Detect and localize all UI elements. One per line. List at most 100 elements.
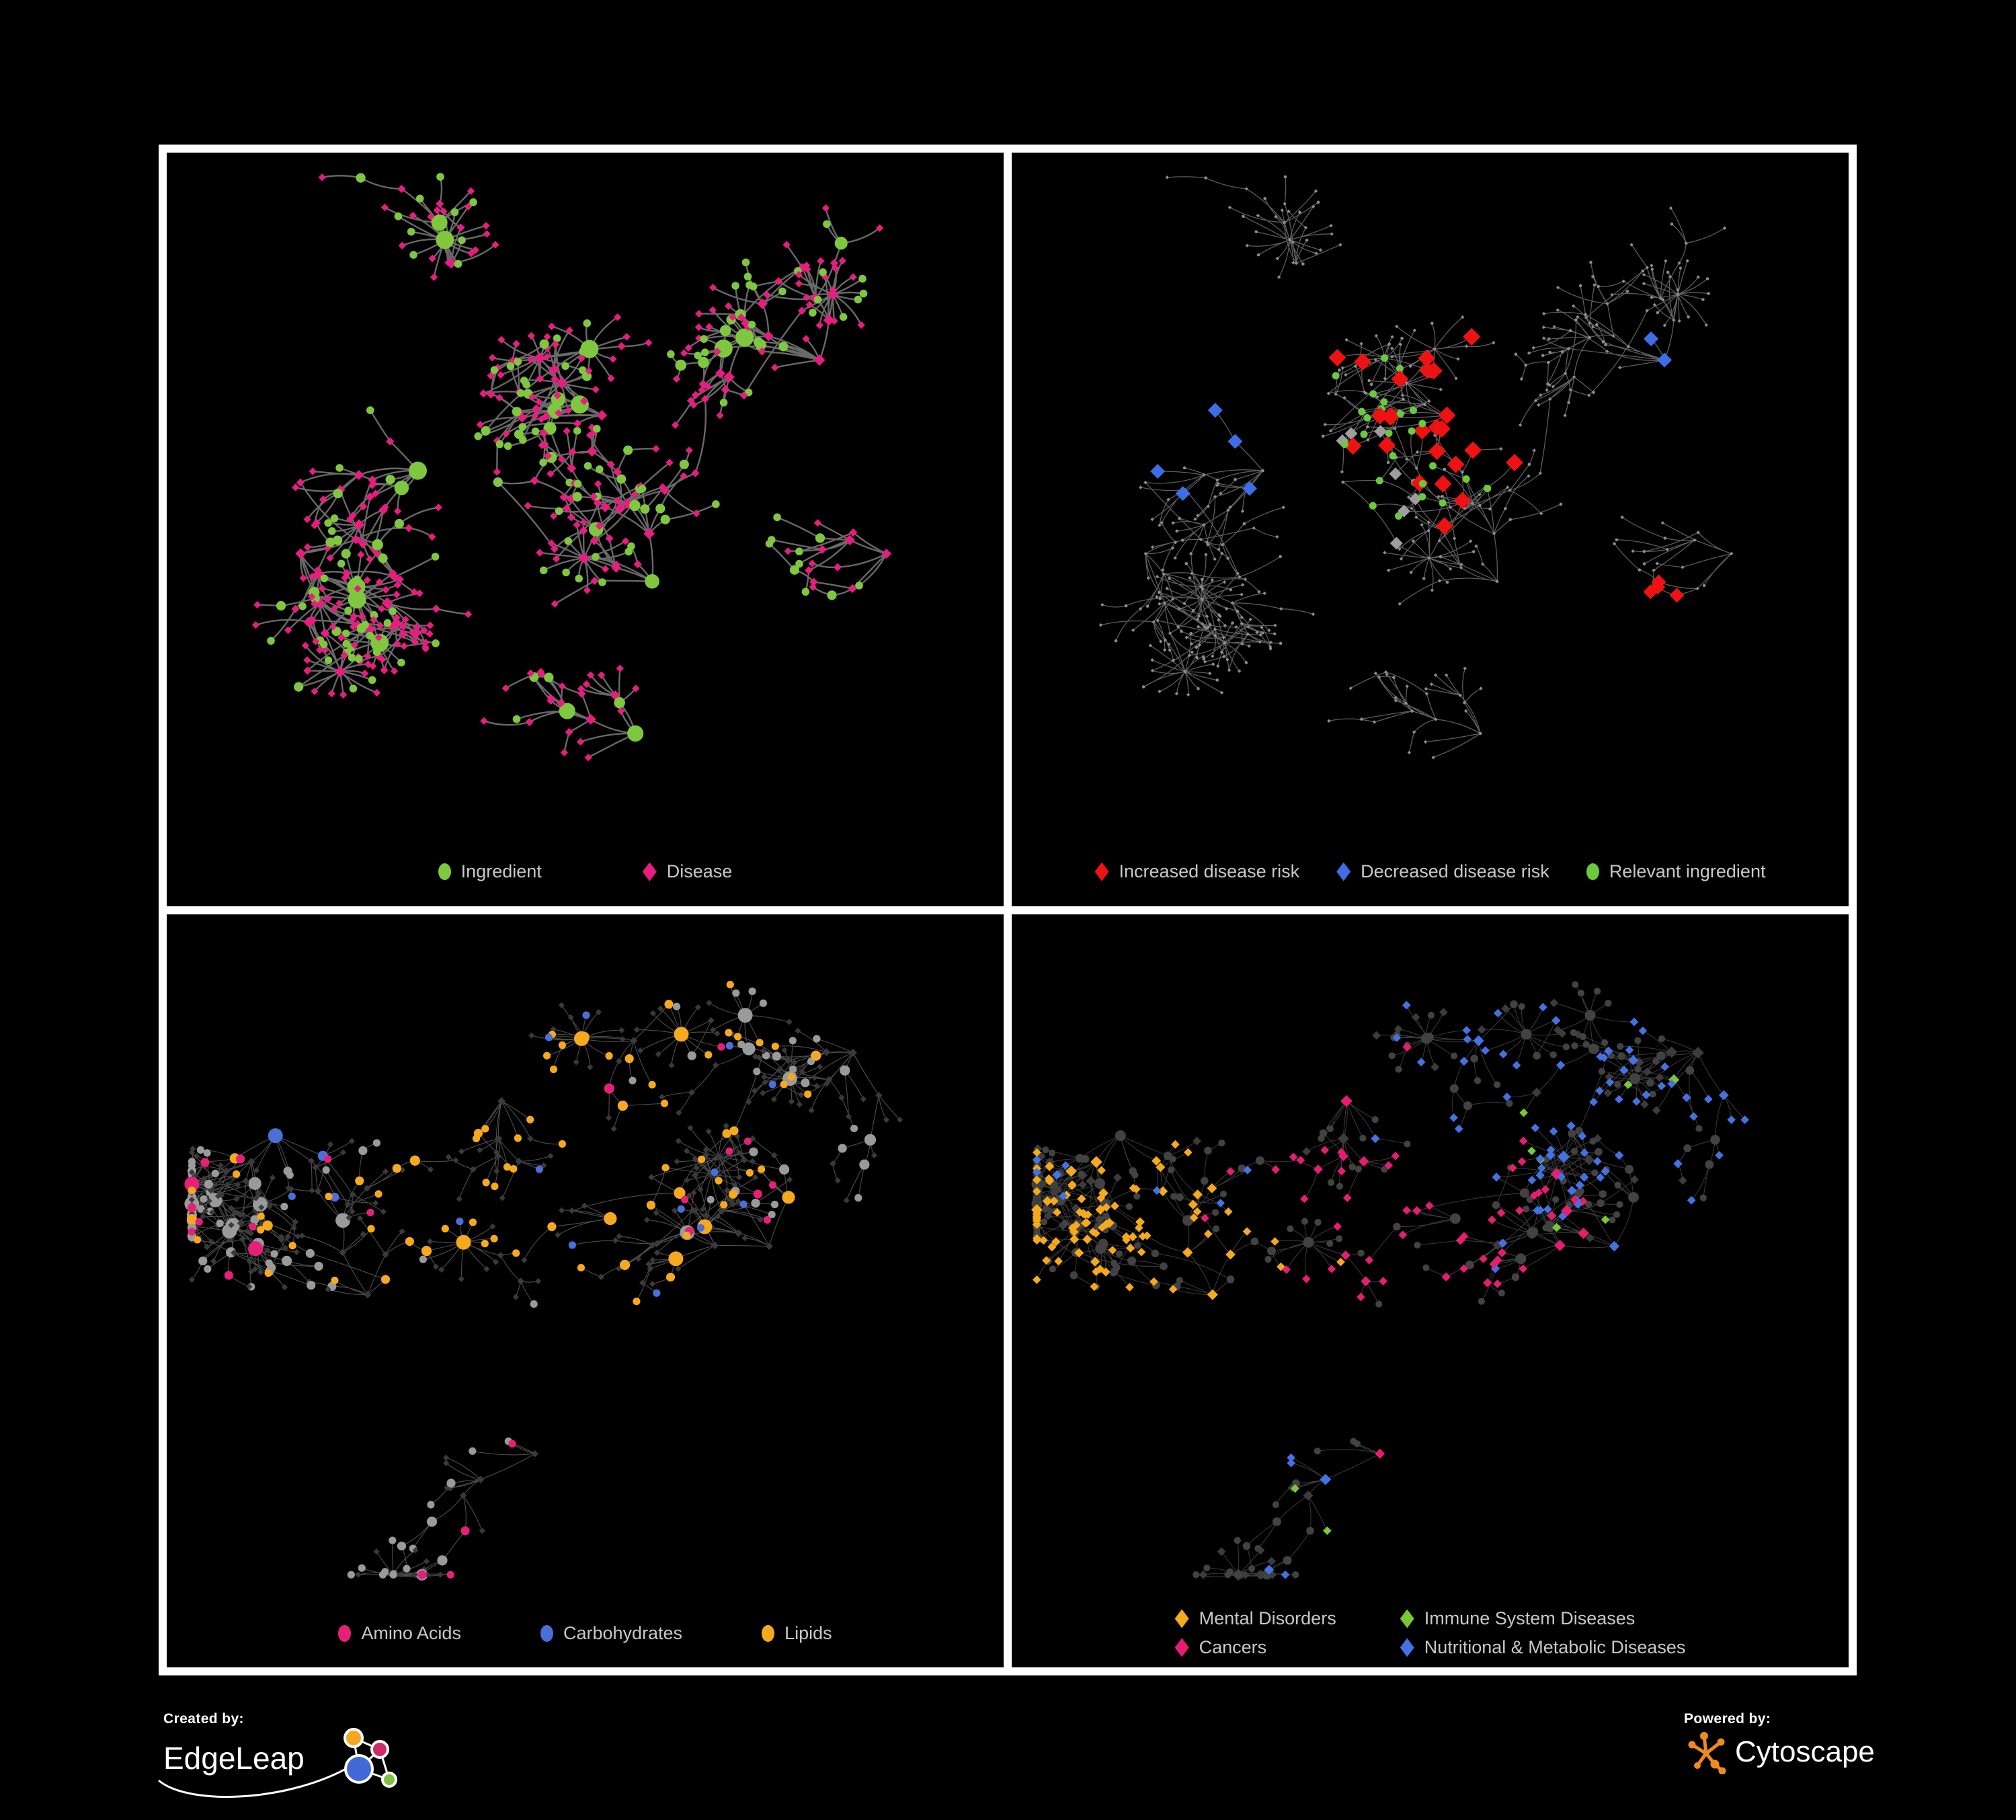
graph-node [1595, 323, 1599, 327]
graph-node [701, 348, 709, 356]
graph-node [1384, 1160, 1394, 1170]
graph-node [286, 1171, 294, 1179]
graph-node [211, 1169, 219, 1177]
graph-node [1431, 755, 1435, 760]
graph-node [1072, 1220, 1081, 1229]
graph-node [1392, 1033, 1402, 1042]
graph-node [859, 1158, 870, 1170]
graph-node [675, 1265, 682, 1272]
graph-node [204, 1243, 210, 1250]
graph-node [1541, 354, 1545, 358]
graph-node [1492, 1172, 1501, 1182]
graph-node [1375, 1448, 1385, 1459]
graph-node [1283, 175, 1287, 179]
graph-node [1595, 1086, 1604, 1095]
graph-node [1303, 225, 1308, 230]
graph-node [526, 1115, 534, 1123]
graph-node [1240, 592, 1244, 596]
graph-node [658, 483, 667, 491]
graph-node [413, 629, 421, 637]
graph-node [555, 507, 563, 515]
graph-node [563, 427, 571, 435]
powered-by-label: Powered by: [1684, 1711, 1771, 1727]
graph-node [1556, 1060, 1566, 1070]
graph-node [604, 1082, 614, 1094]
graph-node [1398, 602, 1402, 606]
graph-node [303, 515, 311, 524]
graph-node [1412, 539, 1415, 543]
graph-node [1567, 401, 1570, 405]
graph-node [294, 1232, 301, 1240]
graph-node [520, 377, 528, 385]
graph-node [1217, 547, 1221, 551]
graph-node [258, 1203, 265, 1210]
graph-node [421, 645, 430, 653]
graph-node [1687, 315, 1690, 319]
graph-node [823, 1080, 830, 1087]
graph-node [809, 309, 817, 317]
legend-label: Relevant ingredient [1609, 861, 1766, 881]
graph-node [743, 272, 752, 281]
graph-node [1409, 492, 1422, 506]
graph-node [1386, 461, 1390, 465]
graph-node [1651, 574, 1666, 590]
graph-node [1663, 537, 1667, 540]
graph-node [1254, 230, 1258, 233]
graph-node [1359, 342, 1363, 346]
graph-node [503, 1162, 512, 1171]
graph-node [349, 512, 357, 520]
graph-node [464, 610, 473, 619]
graph-node [1227, 434, 1243, 449]
graph-node [1665, 547, 1669, 551]
graph-node [760, 1089, 766, 1096]
graph-node [501, 684, 510, 693]
graph-node [1664, 259, 1668, 263]
graph-node [531, 427, 540, 436]
graph-node [191, 1173, 198, 1179]
graph-node [612, 1236, 619, 1244]
graph-node [214, 1192, 222, 1199]
graph-node [768, 1080, 776, 1089]
graph-node [1508, 1163, 1517, 1172]
graph-node [312, 1163, 319, 1171]
graph-node [1670, 222, 1674, 226]
graph-node [1478, 504, 1482, 508]
graph-node [1264, 1255, 1272, 1263]
graph-node [1189, 1213, 1199, 1222]
graph-node [558, 1041, 567, 1049]
graph-node [649, 1280, 656, 1287]
graph-node [231, 1208, 238, 1216]
graph-node [1219, 690, 1224, 695]
graph-node [440, 207, 448, 216]
graph-node [409, 1155, 420, 1166]
graph-node [1199, 1570, 1208, 1579]
graph-node [303, 656, 311, 664]
graph-node [1092, 1267, 1100, 1276]
graph-node [1311, 612, 1316, 617]
graph-node [1666, 270, 1670, 274]
graph-node [1359, 1134, 1367, 1142]
graph-node [1082, 1218, 1092, 1227]
graph-node [845, 1113, 852, 1119]
graph-node [1096, 1264, 1104, 1273]
graph-node [196, 1146, 204, 1154]
graph-node [668, 1251, 684, 1266]
graph-node [760, 1047, 767, 1054]
graph-node [1273, 623, 1277, 627]
graph-node [1441, 494, 1444, 498]
graph-node [495, 393, 503, 402]
graph-node [493, 468, 501, 476]
graph-node [1660, 1062, 1669, 1071]
graph-node [427, 1238, 434, 1244]
legend-label: Lipids [784, 1622, 832, 1643]
graph-node [521, 1257, 528, 1263]
graph-node [1609, 1240, 1620, 1251]
graph-node [269, 1174, 276, 1181]
graph-node [1585, 1233, 1595, 1242]
graph-node [1369, 383, 1373, 387]
graph-node [1049, 1265, 1056, 1273]
graph-node [787, 1072, 795, 1080]
graph-node [472, 1134, 481, 1142]
graph-node [1395, 324, 1399, 329]
graph-node [316, 646, 324, 654]
